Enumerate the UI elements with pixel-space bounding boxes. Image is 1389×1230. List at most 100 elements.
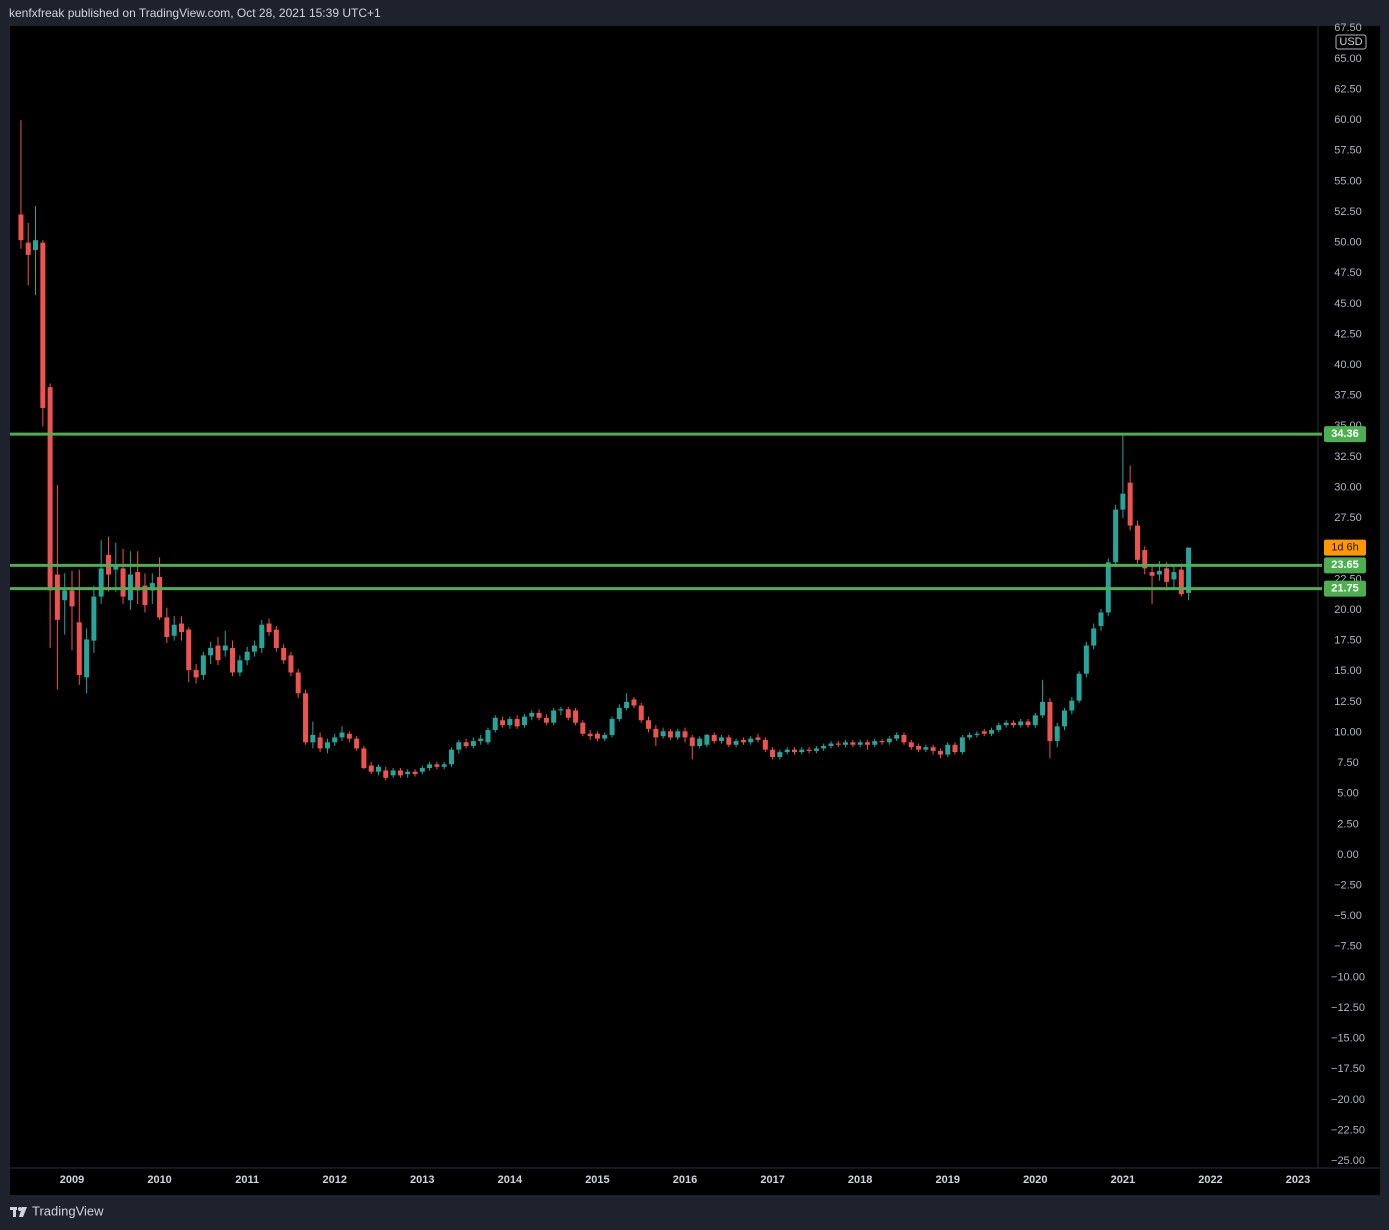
candle-body	[974, 733, 980, 735]
y-tick-label: −7.50	[1334, 941, 1362, 953]
candle-body	[1061, 710, 1067, 727]
candle-body	[872, 741, 878, 745]
candle-body	[638, 705, 644, 721]
x-tick-label: 2018	[848, 1174, 872, 1186]
y-tick-label: 32.50	[1334, 451, 1362, 463]
candle-body	[594, 733, 600, 739]
candle-body	[573, 710, 579, 723]
candle-body	[368, 765, 374, 772]
candle-body	[923, 747, 929, 750]
y-tick-label: −5.00	[1334, 910, 1362, 922]
candle-body	[208, 648, 214, 656]
candle-body	[1127, 482, 1133, 526]
candle-body	[624, 701, 630, 709]
y-tick-label: 37.50	[1334, 390, 1362, 402]
y-tick-label: 27.50	[1334, 512, 1362, 524]
candle-body	[1076, 673, 1082, 701]
candle-body	[551, 710, 557, 723]
x-tick-label: 2017	[760, 1174, 784, 1186]
candle-body	[40, 242, 46, 408]
candle-body	[952, 744, 958, 753]
candle-body	[704, 734, 710, 745]
candle-body	[835, 743, 841, 745]
y-tick-label: 45.00	[1334, 298, 1362, 310]
candle-body	[98, 568, 104, 597]
candle-body	[1135, 525, 1141, 560]
candle-body	[1156, 570, 1162, 575]
y-tick-label: 50.00	[1334, 237, 1362, 249]
candle-body	[91, 596, 97, 641]
candle-body	[149, 583, 155, 591]
candle-body	[959, 737, 965, 753]
y-tick-label: 42.50	[1334, 328, 1362, 340]
y-tick-label: 7.50	[1337, 757, 1358, 769]
candle-body	[602, 734, 608, 739]
candle-body	[157, 576, 163, 618]
y-tick-label: 52.50	[1334, 206, 1362, 218]
candle-body	[521, 716, 527, 726]
candle-body	[945, 744, 951, 755]
countdown: 1d 6h	[1331, 541, 1359, 553]
candle-body	[1164, 568, 1170, 582]
candle-body	[478, 738, 484, 742]
candle-body	[733, 741, 739, 745]
candle-body	[18, 214, 24, 241]
candle-body	[463, 742, 469, 746]
candle-body	[609, 719, 615, 735]
candle-body	[324, 742, 330, 749]
candle-body	[244, 651, 250, 661]
candle-body	[864, 742, 870, 745]
logo	[10, 1207, 27, 1217]
candle-body	[1083, 645, 1089, 674]
candle-body	[419, 768, 425, 772]
candle-body	[689, 737, 695, 746]
candle-body	[543, 717, 549, 723]
countdown-box	[1324, 539, 1366, 556]
candle-body	[230, 648, 236, 673]
x-tick-label: 2015	[585, 1174, 609, 1186]
x-tick-label: 2010	[147, 1174, 171, 1186]
candle-body	[653, 728, 659, 738]
x-tick-label: 2012	[322, 1174, 346, 1186]
candle-body	[47, 387, 53, 591]
candle-body	[930, 747, 936, 751]
candle-body	[434, 764, 440, 767]
candle-body	[485, 730, 491, 743]
candle-body	[697, 738, 703, 746]
candle-body	[784, 749, 790, 753]
y-tick-label: 57.50	[1334, 145, 1362, 157]
y-tick-label: −12.50	[1331, 1002, 1365, 1014]
candle-body	[1186, 547, 1192, 593]
candle-body	[536, 712, 542, 718]
y-tick-label: 5.00	[1337, 788, 1358, 800]
candle-body	[361, 748, 367, 769]
y-tick-label: 40.00	[1334, 359, 1362, 371]
candle-body	[879, 741, 885, 743]
candle-body	[405, 771, 411, 775]
candle-body	[288, 655, 294, 673]
candle-body	[54, 574, 60, 620]
footer-brand: TradingView	[32, 1203, 104, 1218]
candle-body	[828, 743, 834, 746]
x-tick-label: 2021	[1111, 1174, 1135, 1186]
level-label-box	[1324, 557, 1366, 574]
candle-body	[1032, 715, 1038, 726]
candle-body	[981, 731, 987, 734]
y-tick-label: −2.50	[1334, 879, 1362, 891]
candle-body	[821, 745, 827, 749]
candle-body	[339, 732, 345, 738]
candle-body	[908, 742, 914, 748]
x-tick-label: 2020	[1023, 1174, 1047, 1186]
candle-body	[989, 730, 995, 734]
candle-body	[777, 752, 783, 758]
candle-body	[383, 770, 389, 778]
y-tick-label: −10.00	[1331, 971, 1365, 983]
y-tick-label: 15.00	[1334, 665, 1362, 677]
candle-body	[281, 648, 287, 661]
level-label-box	[1324, 426, 1366, 443]
candle-body	[843, 742, 849, 745]
candle-body	[492, 717, 498, 731]
candle-body	[770, 749, 776, 758]
candle-body	[682, 731, 688, 738]
